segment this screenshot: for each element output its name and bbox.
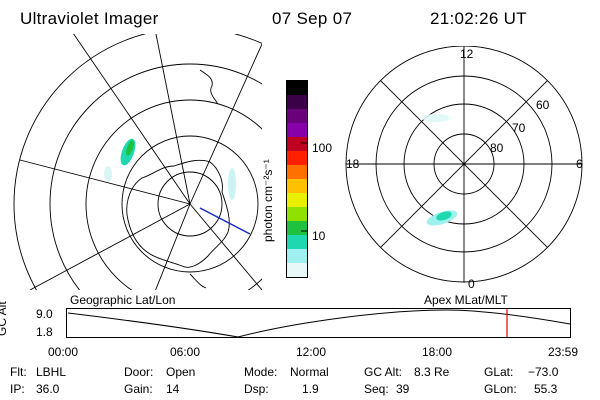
gain-value: 14 (166, 382, 180, 396)
colorbar-band (287, 123, 307, 138)
coastline-fragment (199, 69, 219, 105)
mode-value: Normal (290, 365, 329, 379)
mode-label: Mode: (244, 365, 278, 379)
colorbar-band (287, 207, 307, 222)
aurora-faint (104, 166, 112, 182)
aurora-faint (228, 168, 236, 200)
right-map-label: Apex MLat/MLT (424, 293, 508, 307)
gain-label: Gain: (124, 382, 153, 396)
terminator-line (199, 207, 251, 235)
orbit-altitude-plot (66, 308, 571, 338)
colorbar-tick-100: 100 (312, 141, 333, 155)
mlt-label-12: 12 (460, 47, 474, 61)
door-label: Door: (124, 365, 154, 379)
coastline-peninsula (189, 273, 207, 289)
lat-circle (85, 99, 262, 290)
colorbar-band (287, 165, 307, 180)
glat-label: GLat: (484, 365, 514, 379)
aurora-core (126, 140, 134, 156)
colorbar-band (287, 179, 307, 194)
colorbar-band (287, 235, 307, 250)
meridian-line (189, 43, 262, 205)
gcalt-value: 8.3 Re (414, 365, 450, 379)
orbit-y-tick-9: 9.0 (36, 307, 53, 321)
glat-value: −73.0 (528, 365, 559, 379)
colorbar-unit-label: photon cm⁻²s⁻¹ (261, 159, 275, 242)
colorbar-band (287, 263, 307, 277)
colorbar-band (287, 151, 307, 166)
orbit-x-tick-1200: 12:00 (296, 345, 327, 359)
meridian-line (19, 159, 191, 205)
left-map-label: Geographic Lat/Lon (70, 293, 176, 307)
orbit-x-tick-1800: 18:00 (422, 345, 453, 359)
ip-value: 36.0 (36, 382, 60, 396)
lat-circle (121, 135, 259, 273)
aurora-core (436, 211, 452, 221)
orbit-x-tick-0600: 06:00 (170, 345, 201, 359)
magnetic-polar-plot (345, 46, 583, 283)
colorbar-band (287, 221, 307, 236)
glon-value: 55.3 (534, 382, 558, 396)
colorbar-band (287, 95, 307, 110)
lat-circle (13, 34, 262, 290)
mlat-label-80: 80 (490, 141, 504, 155)
colorbar-tick-10: 10 (312, 229, 326, 243)
meridian-line (29, 203, 191, 290)
orbit-curve (67, 309, 571, 338)
orbit-y-axis-label: GC Alt (0, 301, 9, 336)
colorbar-band (287, 81, 307, 96)
colorbar-band (287, 193, 307, 208)
mlat-label-70: 70 (512, 121, 526, 135)
meridian-line (155, 203, 191, 290)
date-label: 07 Sep 07 (272, 9, 353, 28)
dsp-value: 1.9 (302, 382, 319, 396)
orbit-y-tick-1.8: 1.8 (36, 325, 53, 339)
coastline (126, 159, 230, 268)
door-value: Open (166, 365, 196, 379)
time-label: 21:02:26 UT (430, 9, 527, 28)
lat-circle (157, 171, 223, 237)
colorbar-band (287, 249, 307, 264)
colorbar-band (287, 109, 307, 124)
mlt-label-6: 6 (576, 157, 583, 171)
orbit-x-tick-2359: 23:59 (548, 345, 579, 359)
mlt-label-18: 18 (346, 157, 360, 171)
filter-label: Flt: (10, 365, 27, 379)
geographic-map (13, 34, 262, 290)
mlat-label-60: 60 (536, 98, 550, 112)
aurora-faint (422, 114, 450, 122)
meridian-line (189, 203, 262, 290)
instrument-title: Ultraviolet Imager (20, 9, 159, 28)
orbit-x-tick-0000: 00:00 (48, 345, 79, 359)
seq-label: Seq: (364, 382, 389, 396)
gcalt-label: GC Alt: (364, 365, 403, 379)
lat-circle (49, 63, 262, 290)
filter-value: LBHL (36, 365, 67, 379)
colorbar-band (287, 137, 307, 152)
seq-value: 39 (396, 382, 410, 396)
dsp-label: Dsp: (244, 382, 269, 396)
meridian-line (73, 34, 191, 205)
meridian-line (155, 34, 191, 205)
colorbar-gradient (287, 81, 307, 277)
ip-label: IP: (10, 382, 25, 396)
mlt-line-diag (380, 80, 548, 248)
colorbar (286, 80, 308, 278)
mlt-label-0: 0 (468, 277, 475, 291)
glon-label: GLon: (484, 382, 517, 396)
